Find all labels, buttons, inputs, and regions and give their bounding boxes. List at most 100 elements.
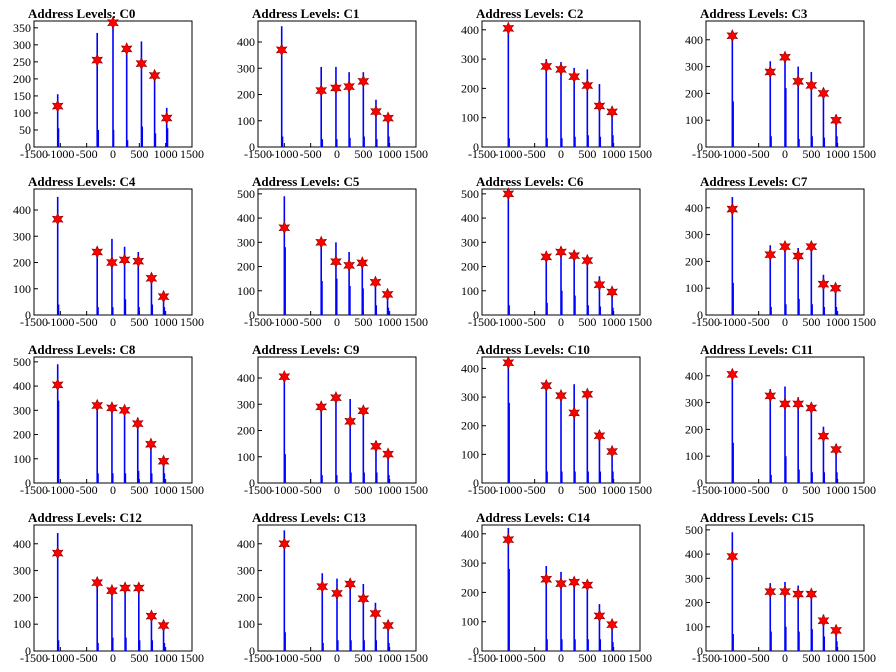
level-marker <box>540 378 553 393</box>
y-tick-label: 300 <box>237 61 255 75</box>
y-tick-label: 0 <box>473 644 479 658</box>
y-tick-label: 0 <box>249 644 255 658</box>
level-marker <box>107 15 119 30</box>
x-tick-label: -1500 <box>20 483 48 497</box>
x-tick-label: 1500 <box>852 483 876 497</box>
level-marker <box>382 447 394 461</box>
level-marker <box>829 281 842 295</box>
x-tick-label: 500 <box>802 315 820 329</box>
x-tick-label: 1500 <box>404 651 428 665</box>
x-tick-label: 0 <box>782 483 788 497</box>
y-tick-label: 100 <box>13 617 31 631</box>
level-marker <box>606 105 618 119</box>
x-tick-label: 1000 <box>378 315 402 329</box>
level-marker <box>51 546 64 560</box>
level-marker <box>343 258 355 273</box>
level-marker <box>606 285 618 299</box>
chart-title: Address Levels: C3 <box>700 6 808 21</box>
level-marker <box>119 581 131 595</box>
level-marker <box>118 403 131 418</box>
x-tick-label: -1000 <box>46 147 74 161</box>
y-tick-label: 400 <box>237 35 255 49</box>
y-tick-label: 400 <box>237 371 255 385</box>
level-marker <box>51 212 64 226</box>
chart-title: Address Levels: C10 <box>476 342 590 357</box>
y-tick-label: 100 <box>461 284 479 298</box>
level-marker <box>805 78 818 93</box>
level-marker <box>830 623 842 638</box>
level-marker <box>357 591 370 606</box>
chart-svg: Address Levels: C1 0 100 200 300 400 -1500-100… <box>237 6 428 161</box>
level-marker <box>502 355 515 370</box>
level-marker <box>817 277 830 291</box>
y-tick-label: 200 <box>237 424 255 438</box>
level-marker <box>157 454 170 468</box>
chart-panel: Address Levels: C11 0 100 200 300 400 -1500 -10… <box>672 336 896 504</box>
x-tick-label: -1500 <box>244 651 272 665</box>
level-marker <box>540 250 553 264</box>
level-marker <box>606 444 618 459</box>
level-marker <box>581 578 594 592</box>
y-tick-label: 0 <box>25 644 31 658</box>
x-tick-label: -500 <box>300 147 322 161</box>
x-tick-label: -1500 <box>20 651 48 665</box>
x-tick-label: 1500 <box>404 315 428 329</box>
level-marker <box>540 572 553 586</box>
level-marker <box>568 406 581 420</box>
level-marker <box>830 113 842 127</box>
chart-title: Address Levels: C2 <box>476 6 583 21</box>
y-tick-label: 0 <box>697 308 703 322</box>
y-tick-label: 300 <box>13 564 31 578</box>
x-tick-label: -1000 <box>46 651 74 665</box>
y-tick-label: 400 <box>685 369 703 383</box>
y-tick-label: 350 <box>13 21 31 35</box>
x-tick-label: -1500 <box>692 147 720 161</box>
level-marker <box>805 239 818 254</box>
chart-svg: Address Levels: C50100200300400500-1500-… <box>237 174 428 329</box>
x-tick-label: -1000 <box>270 147 298 161</box>
x-tick-label: 1000 <box>826 147 850 161</box>
level-marker <box>370 104 382 119</box>
x-tick-label: -1000 <box>270 651 298 665</box>
level-marker <box>106 401 118 415</box>
x-tick-label: 1500 <box>628 651 652 665</box>
x-tick-label: 1500 <box>628 315 652 329</box>
level-marker <box>792 249 805 263</box>
x-tick-label: -1000 <box>718 147 746 161</box>
y-tick-label: 100 <box>685 113 703 127</box>
chart-svg: Address Levels: C2 0 100 200 300 400 -1500-100… <box>461 6 652 161</box>
x-tick-label: 0 <box>558 315 564 329</box>
y-tick-label: 300 <box>685 228 703 242</box>
x-tick-label: -500 <box>524 651 546 665</box>
chart-panel: Address Levels: C4 0 100 200 300 400 -1500 -100… <box>0 168 224 336</box>
chart-panel: Address Levels: C7 0 100 200 300 400 -1500 -100… <box>672 168 896 336</box>
x-tick-label: 1000 <box>378 147 402 161</box>
x-tick-label: -500 <box>300 483 322 497</box>
x-tick-label: 0 <box>334 147 340 161</box>
level-marker <box>316 579 329 594</box>
x-tick-label: 500 <box>578 147 596 161</box>
x-tick-label: 1500 <box>180 651 204 665</box>
y-tick-label: 0 <box>697 140 703 154</box>
x-tick-label: -1000 <box>46 483 74 497</box>
chart-panel: Address Levels: C13 0 100 200 300 400 -1500 -10… <box>224 504 448 672</box>
x-tick-label: -1000 <box>718 483 746 497</box>
level-marker <box>382 618 394 633</box>
y-tick-label: 300 <box>13 38 31 52</box>
level-marker <box>382 111 394 125</box>
x-tick-label: 0 <box>110 147 116 161</box>
chart-svg: Address Levels: C4 0 100 200 300 400 -1500-100… <box>13 174 204 329</box>
level-marker <box>764 389 777 403</box>
level-marker <box>145 271 158 285</box>
x-tick-label: -1000 <box>718 315 746 329</box>
x-tick-label: 500 <box>802 147 820 161</box>
x-tick-label: -1000 <box>494 651 522 665</box>
x-tick-label: 1500 <box>180 315 204 329</box>
x-tick-label: 0 <box>782 147 788 161</box>
y-tick-label: 400 <box>685 547 703 561</box>
level-marker <box>145 609 158 623</box>
y-tick-label: 200 <box>237 590 255 604</box>
chart-svg: Address Levels: C15 0 100 200 300 400 500 -1500… <box>685 510 876 665</box>
level-marker <box>805 401 818 415</box>
